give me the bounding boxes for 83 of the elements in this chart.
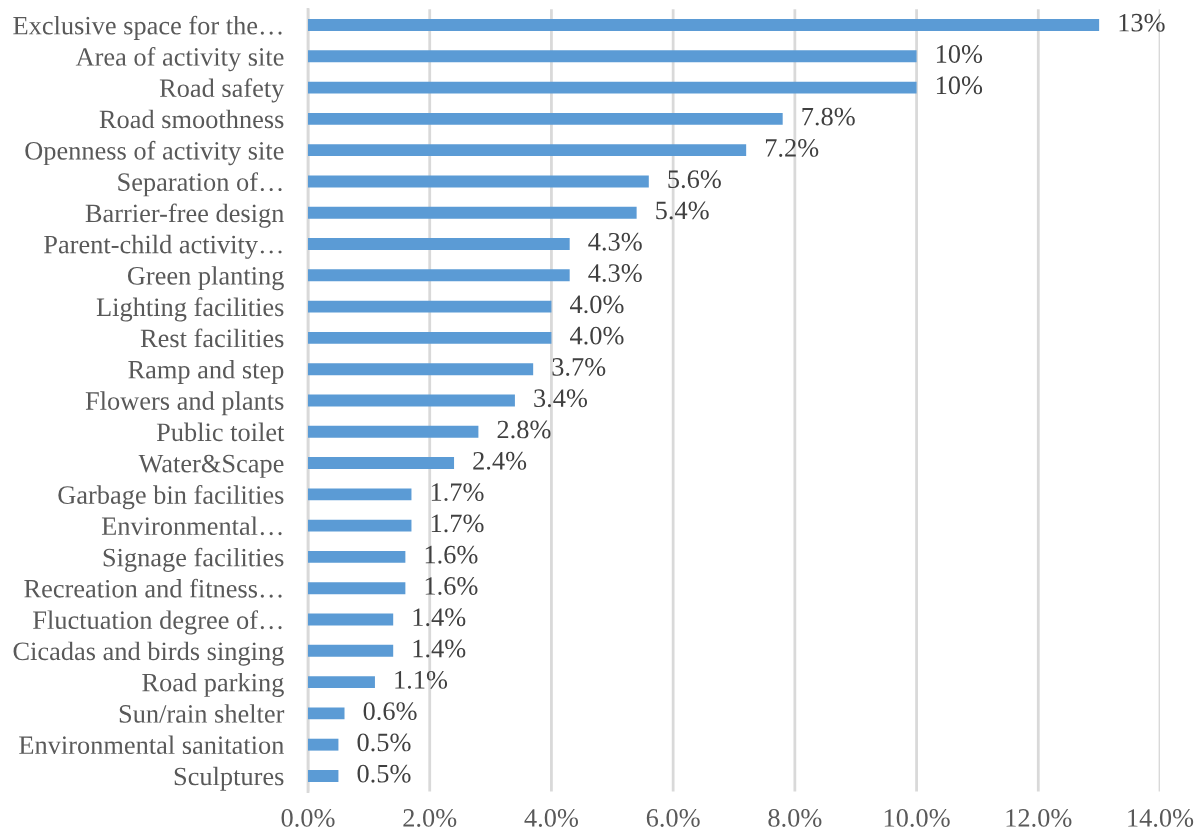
bar — [308, 738, 339, 751]
bar — [308, 676, 375, 689]
y-tick-label: Lighting facilities — [96, 297, 284, 322]
data-label: 2.8% — [497, 420, 551, 439]
bar — [308, 394, 515, 407]
data-label: 3.7% — [552, 357, 606, 376]
data-label: 5.4% — [656, 201, 709, 220]
data-label: 0.5% — [357, 733, 411, 752]
y-tick-label: Environmental sanitation — [19, 735, 284, 755]
y-tick-label: Flowers and plants — [85, 391, 284, 416]
data-label: 10% — [936, 76, 983, 95]
y-tick-label: Parent-child activity… — [44, 234, 282, 259]
bar — [308, 206, 637, 219]
data-label: 0.6% — [363, 702, 417, 721]
data-label: 4.0% — [570, 326, 624, 345]
bar — [308, 238, 570, 250]
bar — [308, 613, 394, 626]
y-tick-label: Road safety — [159, 78, 285, 103]
bar — [308, 519, 412, 532]
bar — [308, 770, 339, 782]
data-label: 1.6% — [425, 545, 478, 564]
bar — [308, 300, 552, 313]
bar — [308, 175, 649, 188]
data-label: 1.1% — [395, 670, 448, 689]
data-label: 5.6% — [668, 170, 721, 189]
bar — [308, 269, 570, 282]
data-label: 1.7% — [431, 514, 484, 533]
bar — [308, 363, 534, 376]
data-label: 4.3% — [588, 264, 642, 283]
data-label: 3.4% — [534, 389, 588, 408]
bar — [308, 144, 747, 157]
y-tick-label: Openness of activity site — [25, 140, 284, 166]
bar — [308, 644, 394, 657]
y-tick-label: Recreation and fitness… — [24, 578, 282, 598]
data-label: 10% — [936, 45, 983, 63]
y-tick-label: Fluctuation degree of… — [33, 610, 282, 635]
y-tick-label: Sun/rain shelter — [119, 704, 285, 723]
data-label: 7.2% — [765, 138, 819, 157]
bar — [308, 582, 406, 595]
bar — [308, 488, 412, 501]
y-tick-label: Sculptures — [174, 766, 284, 791]
bar — [308, 331, 552, 344]
data-label: 1.6% — [425, 577, 478, 595]
y-tick-label: Rest facilities — [140, 328, 284, 348]
data-label: 4.3% — [588, 232, 642, 251]
bar — [308, 50, 917, 63]
data-label: 1.4% — [413, 608, 466, 627]
y-tick-label: Exclusive space for the… — [13, 15, 282, 40]
y-tick-label: Road smoothness — [99, 109, 284, 129]
bar — [308, 81, 917, 94]
x-tick-label: 2.0% — [403, 809, 457, 827]
y-tick-label: Green planting — [127, 266, 284, 291]
bar — [308, 112, 783, 125]
y-tick-label: Barrier-free design — [85, 203, 284, 228]
y-tick-label: Signage facilities — [103, 547, 284, 572]
x-tick-label: 14.0% — [1128, 809, 1194, 827]
data-label: 4.0% — [570, 295, 624, 314]
y-tick-label: Road parking — [142, 672, 284, 697]
y-tick-label: Ramp and step — [128, 360, 284, 384]
x-tick-label: 0.0% — [281, 809, 335, 827]
x-tick-label: 10.0% — [884, 809, 950, 827]
x-tick-label: 12.0% — [1006, 809, 1072, 827]
data-label: 1.7% — [431, 483, 484, 502]
data-label: 1.4% — [413, 639, 466, 658]
x-tick-label: 6.0% — [646, 809, 700, 827]
data-label: 13% — [1119, 13, 1165, 32]
bar — [308, 707, 345, 720]
bar — [308, 19, 1100, 31]
y-tick-label: Environmental… — [101, 516, 282, 536]
y-tick-label: Cicadas and birds singing — [13, 641, 284, 666]
data-label: 2.4% — [473, 451, 527, 470]
bar — [308, 457, 455, 469]
y-tick-label: Water&Scape — [138, 454, 284, 478]
y-tick-label: Public toilet — [156, 422, 285, 442]
y-tick-label: Separation of… — [118, 172, 282, 197]
data-label: 0.5% — [357, 764, 411, 783]
data-label: 7.8% — [802, 107, 855, 126]
x-tick-label: 8.0% — [768, 809, 822, 827]
x-tick-label: 4.0% — [524, 809, 579, 827]
y-tick-label: Garbage bin facilities — [58, 485, 284, 510]
bar — [308, 425, 479, 438]
bar — [308, 550, 406, 563]
y-tick-label: Area of activity site — [75, 47, 284, 72]
